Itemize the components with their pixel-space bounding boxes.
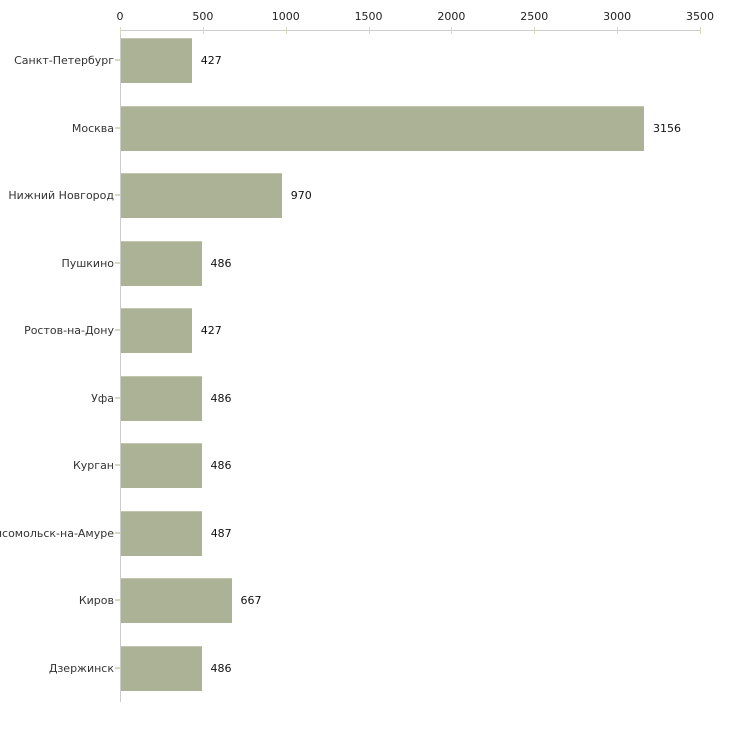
x-tick-label: 3000 — [603, 10, 632, 23]
category-tick-mark — [115, 329, 120, 331]
x-tick-label: 1000 — [271, 10, 300, 23]
value-label: 486 — [210, 256, 232, 270]
x-tick-label: 1500 — [354, 10, 383, 23]
category-label-cell: Москва — [0, 106, 114, 151]
bar — [121, 443, 202, 488]
category-label-cell: Киров — [0, 578, 114, 623]
bar — [121, 510, 202, 556]
category-label: Москва — [71, 121, 114, 135]
value-label: 3156 — [652, 121, 681, 135]
bar-row: Дзержинск 486 — [0, 645, 730, 691]
category-label: Ростов-на-Дону — [24, 324, 114, 337]
value-label: 486 — [210, 391, 232, 405]
category-label: Дзержинск — [48, 661, 114, 675]
bar-row: Санкт-Петербург 427 — [0, 38, 730, 83]
bar-row: Уфа 486 — [0, 375, 730, 421]
category-tick-mark — [115, 599, 120, 601]
bar — [121, 38, 192, 83]
category-label: Киров — [78, 594, 114, 607]
x-tick-label: 2000 — [437, 10, 466, 23]
category-label-cell: Ростов-на-Дону — [0, 308, 114, 353]
category-label: Комсомольск-на-Амуре — [0, 526, 114, 540]
x-tick-mark — [451, 27, 453, 34]
bar — [121, 375, 202, 421]
category-tick-mark — [115, 396, 120, 399]
bar-row: Нижний Новгород 970 — [0, 173, 730, 218]
category-label-cell: Пушкино — [0, 241, 114, 286]
value-label: 427 — [200, 324, 222, 337]
y-axis-line — [120, 30, 121, 702]
value-label: 970 — [290, 189, 312, 202]
x-tick-label: 0 — [116, 10, 124, 23]
value-label: 667 — [240, 594, 262, 607]
x-tick-mark — [700, 27, 701, 34]
x-tick-mark — [285, 27, 287, 34]
bar — [121, 578, 232, 623]
x-tick-mark — [120, 27, 121, 34]
category-tick-mark — [115, 194, 120, 196]
x-tick-mark — [534, 27, 536, 34]
bar-row: Пушкино 486 — [0, 240, 730, 286]
category-label-cell: Уфа — [0, 376, 114, 421]
category-label-cell: Нижний Новгород — [0, 173, 114, 218]
value-label: 486 — [210, 459, 232, 472]
category-label: Курган — [72, 459, 114, 472]
bar — [121, 240, 202, 286]
bar-row: Курган 486 — [0, 443, 730, 488]
x-tick-mark — [202, 27, 204, 34]
bar — [121, 645, 202, 691]
bar — [121, 105, 644, 151]
category-tick-mark — [115, 464, 120, 466]
bar-row: Ростов-на-Дону 427 — [0, 308, 730, 353]
category-label-cell: Комсомольск-на-Амуре — [0, 511, 114, 556]
x-tick-label: 500 — [192, 10, 214, 23]
category-label: Санкт-Петербург — [14, 54, 114, 67]
x-tick-label: 2500 — [520, 10, 549, 23]
category-tick-mark — [115, 261, 120, 264]
bar-row: Киров 667 — [0, 578, 730, 623]
bar-row: Комсомольск-на-Амуре 487 — [0, 510, 730, 556]
category-tick-mark — [115, 59, 120, 61]
category-label-cell: Курган — [0, 443, 114, 488]
category-label: Уфа — [91, 391, 114, 405]
category-label: Нижний Новгород — [8, 189, 114, 202]
bar — [121, 308, 192, 353]
x-tick-label: 3500 — [686, 10, 714, 23]
value-label: 427 — [200, 54, 222, 67]
category-label-cell: Санкт-Петербург — [0, 38, 114, 83]
x-tick-mark — [368, 27, 370, 34]
category-label: Пушкино — [61, 256, 114, 270]
x-tick-mark — [617, 27, 619, 34]
bar-row: Москва 3156 — [0, 105, 730, 151]
category-tick-mark — [115, 666, 120, 669]
category-tick-mark — [115, 531, 120, 534]
value-label: 486 — [210, 661, 232, 675]
category-tick-mark — [115, 126, 120, 129]
x-axis-line — [120, 30, 701, 31]
value-label: 487 — [210, 526, 232, 540]
bar — [121, 173, 282, 218]
category-label-cell: Дзержинск — [0, 646, 114, 691]
